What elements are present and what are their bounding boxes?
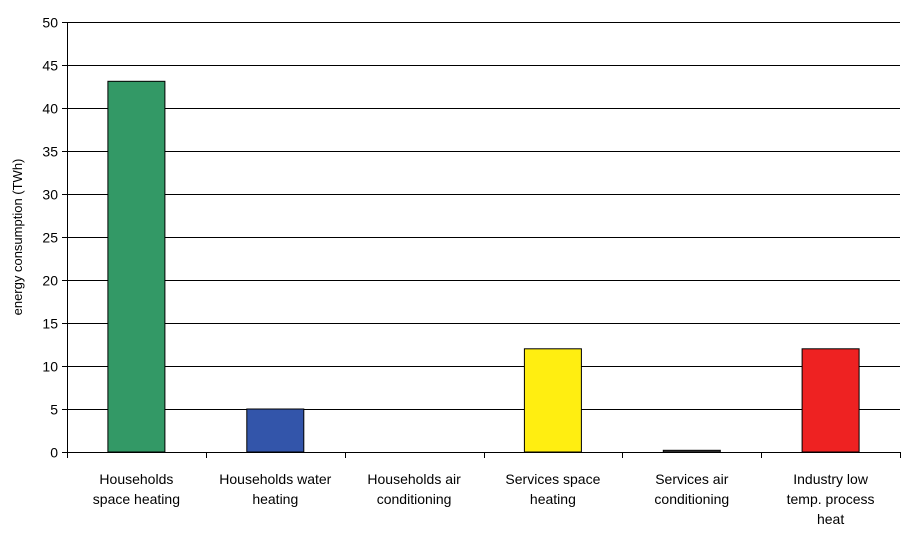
y-tick-label: 5 <box>50 402 58 418</box>
y-tick-label: 35 <box>42 144 58 160</box>
y-tick-label: 15 <box>42 316 58 332</box>
x-tick-label: Households air conditioning <box>367 471 461 507</box>
bar <box>523 348 582 453</box>
x-tick-label: Industry low temp. process heat <box>787 471 875 527</box>
y-tick-label: 10 <box>42 359 58 375</box>
y-tick-label: 25 <box>42 230 58 246</box>
y-tick-label: 20 <box>42 273 58 289</box>
axes <box>62 22 901 458</box>
bar <box>801 348 860 453</box>
x-tick-label: Households space heating <box>93 471 180 507</box>
x-tick-label: Households water heating <box>219 471 331 507</box>
bars <box>107 80 860 453</box>
bar <box>246 408 305 453</box>
y-tick-label: 45 <box>42 58 58 74</box>
bar <box>107 80 166 453</box>
bar <box>662 449 721 453</box>
y-tick-label: 40 <box>42 101 58 117</box>
y-axis-title: energy consumption (TWh) <box>10 159 25 316</box>
labels: 0 5 10 15 20 25 30 35 40 45 50 Households space heat… <box>42 15 874 528</box>
y-tick-label: 50 <box>42 15 58 31</box>
x-tick-label: Services space heating <box>505 471 600 507</box>
gridlines <box>67 22 900 410</box>
x-tick-label: Services air conditioning <box>654 471 729 507</box>
y-tick-label: 30 <box>42 187 58 203</box>
y-tick-label: 0 <box>50 445 58 461</box>
